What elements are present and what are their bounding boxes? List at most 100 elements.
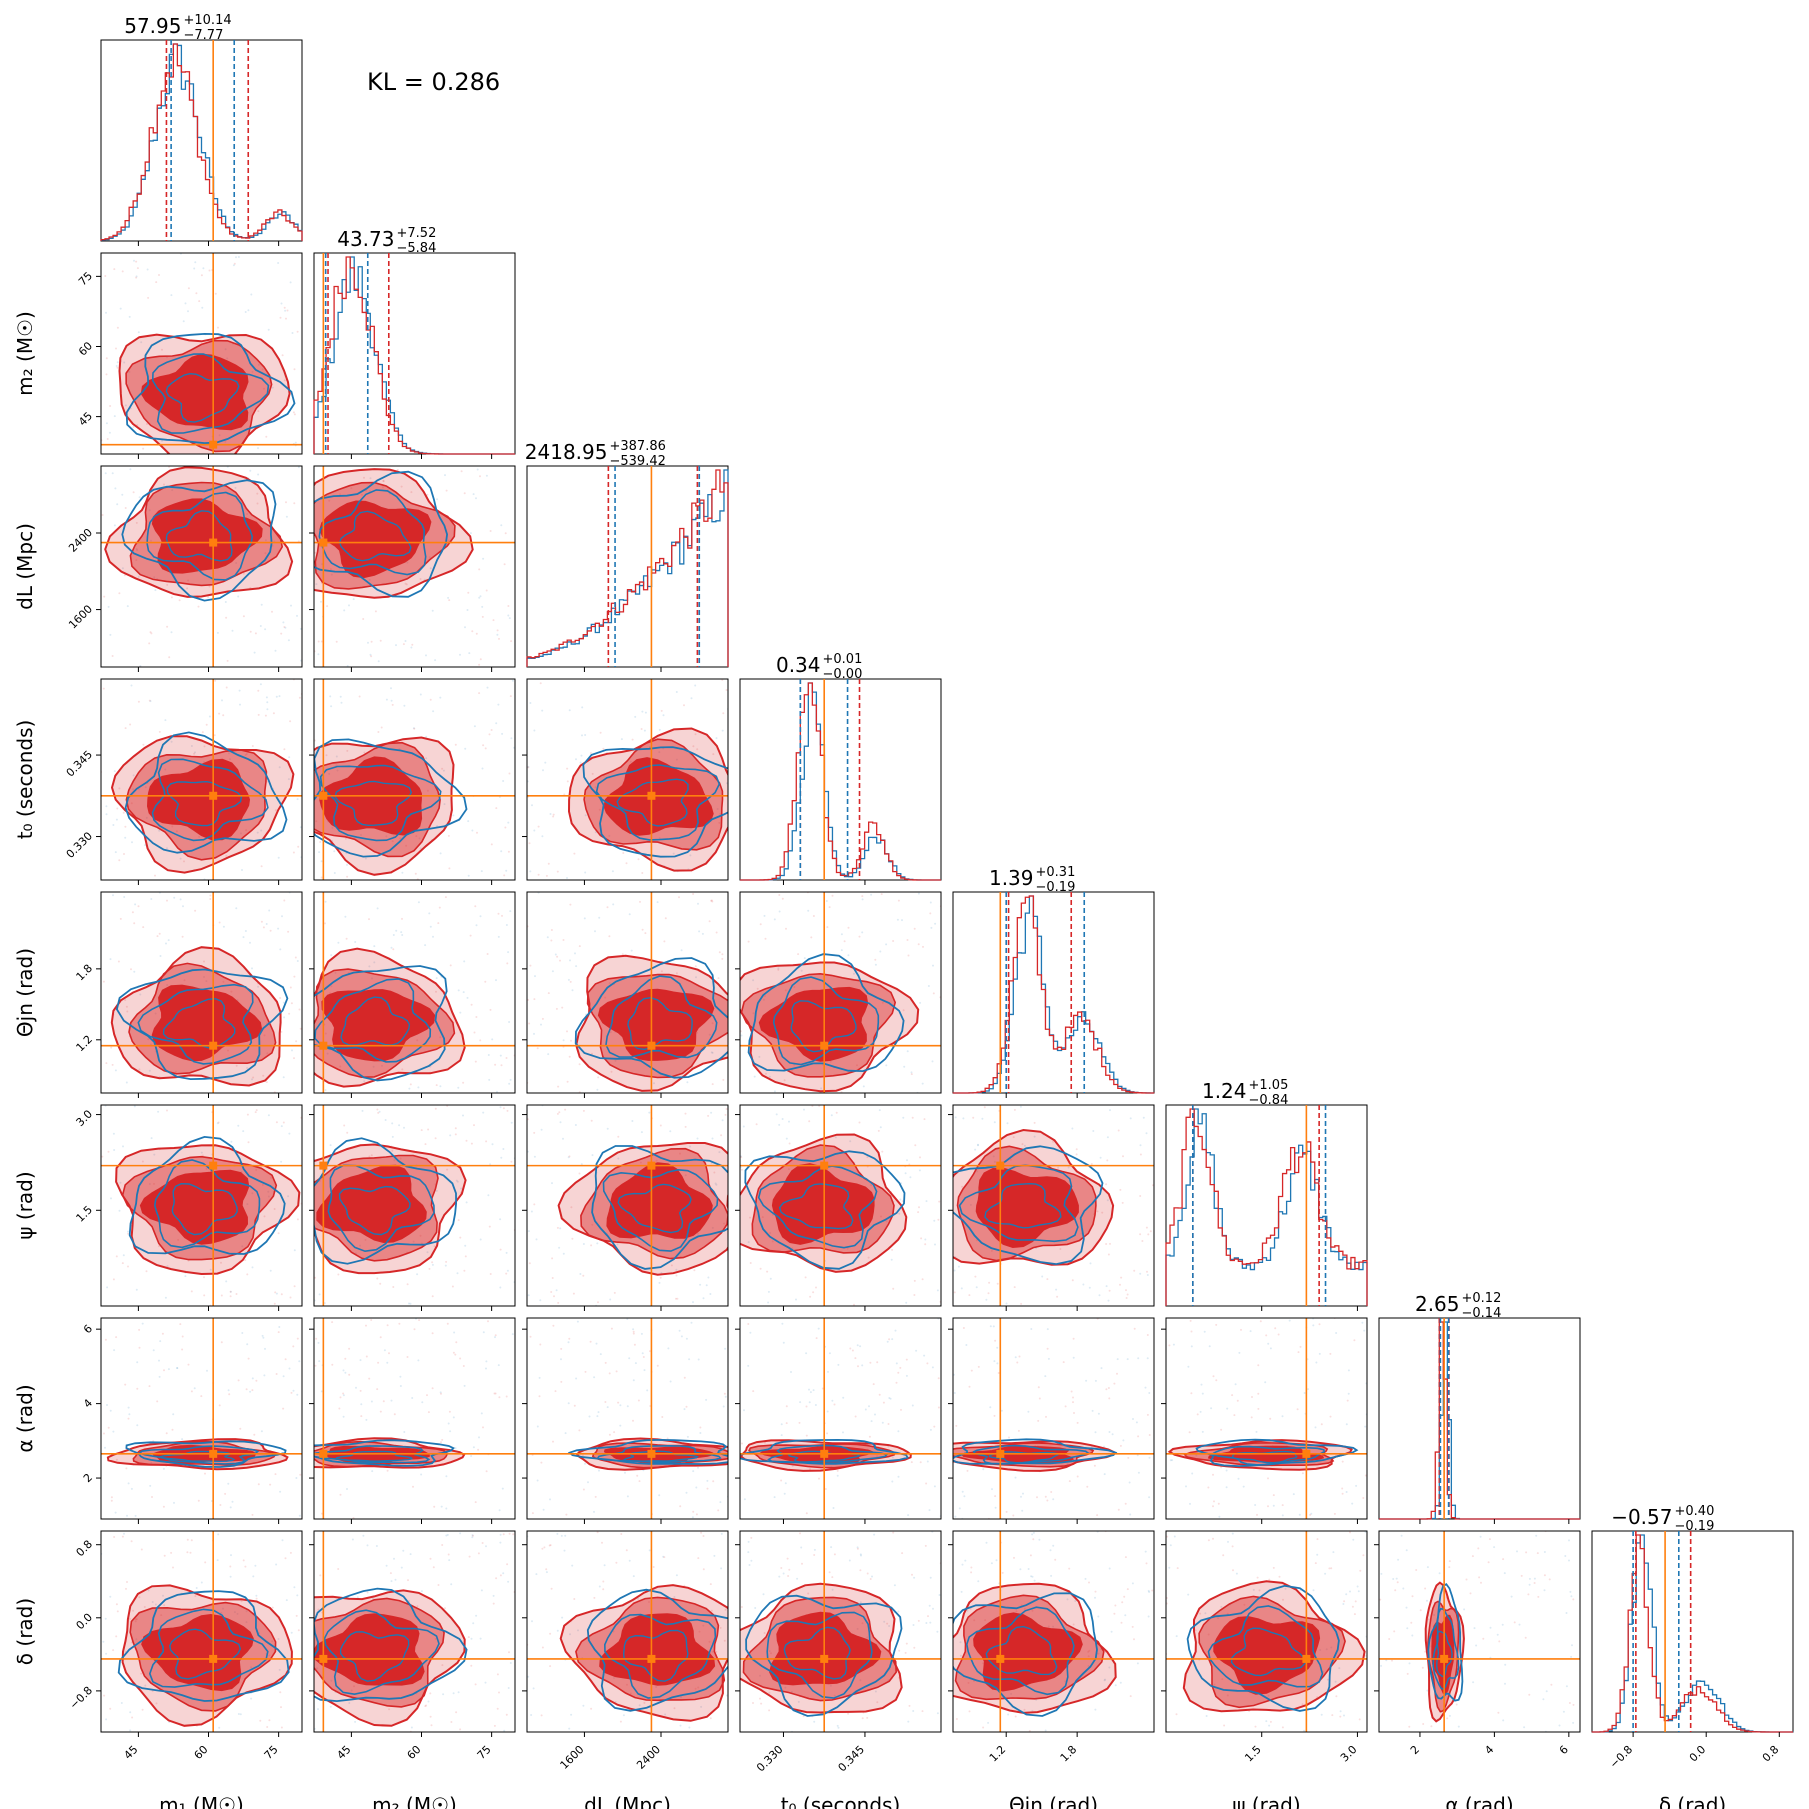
sample-point: [247, 1141, 250, 1144]
x-axis-label-alpha: α (rad): [1445, 1793, 1513, 1809]
sample-point: [1393, 1630, 1396, 1633]
sample-point: [429, 925, 432, 928]
panel-frame: [100, 1104, 303, 1307]
sample-point: [910, 1461, 913, 1464]
sample-point: [106, 1286, 109, 1289]
sample-point: [114, 851, 117, 854]
sample-point: [784, 1686, 787, 1689]
sample-point: [1101, 1211, 1104, 1214]
sample-point: [1352, 1538, 1355, 1541]
sample-point: [913, 927, 916, 930]
sample-point: [609, 1031, 612, 1034]
sample-point: [992, 1325, 995, 1328]
sample-point: [637, 1399, 640, 1402]
sample-point: [722, 712, 725, 715]
sample-point: [724, 1347, 727, 1350]
sample-point: [1175, 1713, 1178, 1716]
sample-point: [1137, 1471, 1140, 1474]
sample-point: [339, 493, 342, 496]
sample-point: [1226, 1407, 1229, 1410]
sample-point: [1087, 1665, 1090, 1667]
sample-point: [1341, 1487, 1344, 1490]
sample-point: [815, 1337, 818, 1340]
contour-line-b: [595, 764, 721, 841]
sample-point: [1195, 1454, 1198, 1457]
sample-point: [220, 1294, 223, 1297]
sample-point: [425, 1704, 428, 1707]
sample-point: [712, 753, 715, 756]
sample-point: [541, 709, 544, 712]
sample-point: [857, 1365, 859, 1368]
sample-point: [257, 363, 260, 366]
y-axis-label-dL: dL (Mpc): [13, 523, 37, 610]
sample-point: [1338, 1667, 1341, 1670]
sample-point: [540, 1128, 543, 1131]
sample-point: [328, 499, 331, 502]
contour-line-b: [622, 1450, 699, 1463]
sample-point: [1569, 1590, 1572, 1593]
sample-point: [1044, 1495, 1047, 1498]
sample-point: [758, 1055, 761, 1058]
sample-point: [140, 341, 143, 344]
sample-point: [377, 1361, 380, 1364]
sample-point: [859, 1345, 862, 1348]
sample-point: [201, 306, 204, 309]
sample-point: [417, 1086, 420, 1089]
sample-point: [784, 1482, 787, 1485]
sample-point: [131, 911, 134, 914]
sample-point: [284, 309, 287, 312]
sample-point: [484, 1681, 487, 1684]
sample-point: [389, 1572, 392, 1575]
sample-point: [1103, 1679, 1106, 1682]
sample-point: [807, 909, 810, 912]
marginal-title-plus: +0.01: [823, 652, 863, 667]
sample-point: [232, 264, 235, 267]
sample-point: [608, 834, 611, 837]
sample-point: [604, 1401, 607, 1403]
contour-line-b: [338, 510, 412, 562]
sample-point: [1385, 1659, 1388, 1662]
sample-point: [724, 1608, 727, 1611]
x-axis-label-m1: m₁ (M☉): [159, 1793, 244, 1809]
sample-point: [861, 1622, 864, 1625]
sample-point: [1502, 1719, 1505, 1722]
sample-point: [542, 1508, 545, 1511]
sample-point: [328, 772, 331, 775]
sample-point: [417, 1359, 420, 1362]
sample-point: [1446, 1717, 1449, 1720]
sample-point: [501, 1487, 504, 1490]
sample-point: [1052, 1544, 1055, 1547]
sample-point: [150, 898, 153, 900]
sample-point: [439, 1036, 442, 1039]
sample-point: [775, 1113, 778, 1116]
sample-point: [1014, 1356, 1017, 1359]
sample-point: [290, 604, 292, 607]
sample-point: [1031, 1609, 1034, 1612]
y-tick-label: 1.8: [74, 962, 96, 984]
sample-point: [599, 731, 602, 734]
sample-point: [298, 1008, 301, 1011]
sample-point: [135, 559, 138, 562]
sample-point: [412, 1485, 414, 1488]
panel-frame: [1165, 1530, 1368, 1733]
sample-point: [531, 1512, 534, 1515]
sample-point: [932, 964, 934, 967]
sample-point: [1215, 1379, 1218, 1382]
sample-point: [1424, 1650, 1427, 1653]
sample-point: [416, 1605, 419, 1608]
sample-point: [439, 1085, 442, 1088]
sample-point: [285, 501, 287, 504]
sample-point: [220, 1611, 223, 1614]
sample-point: [114, 1069, 117, 1072]
sample-point: [268, 909, 271, 912]
sample-point: [705, 1284, 708, 1287]
marginal-title-plus: +0.40: [1675, 1504, 1715, 1519]
sample-point: [128, 1413, 131, 1416]
sample-point: [655, 1159, 658, 1162]
sample-point: [788, 1142, 791, 1145]
sample-point: [828, 906, 831, 909]
sample-point: [463, 1269, 466, 1272]
sample-point: [255, 1109, 258, 1112]
sample-point: [896, 918, 899, 921]
sample-point: [698, 930, 701, 933]
